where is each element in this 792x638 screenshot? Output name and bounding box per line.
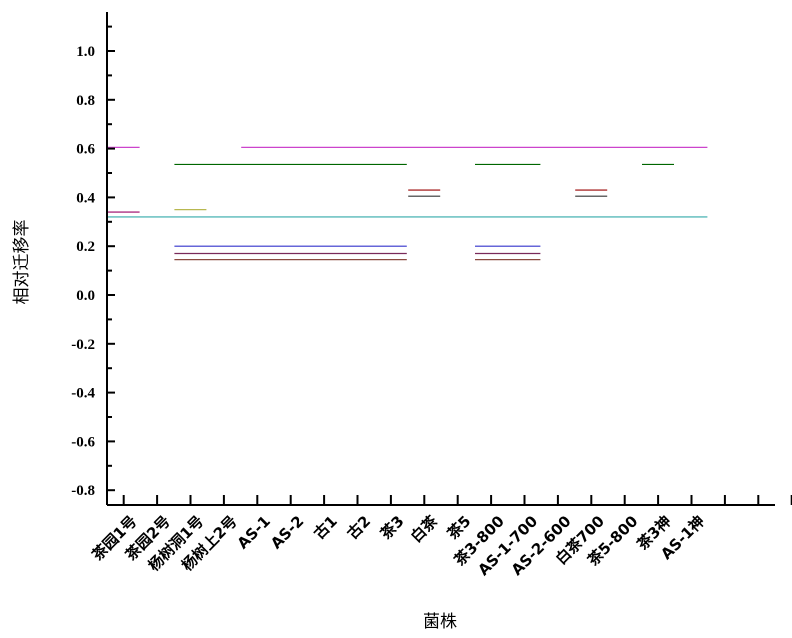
y-tick-label: 1.0 (76, 44, 95, 60)
y-tick-label: -0.8 (71, 483, 95, 499)
y-tick-label: -0.4 (71, 386, 95, 402)
y-tick-label: 0.2 (76, 239, 95, 255)
x-axis-title: 菌株 (423, 612, 457, 632)
category-label: 白茶 (407, 511, 442, 546)
x-ticks-group (122, 495, 792, 505)
y-tick-label: 0.8 (76, 93, 95, 109)
axes-group: -0.8 -0.6 -0.4 -0.2 0.0 0.2 0.4 0.6 0.8 1.0 茶园1号茶… (71, 12, 792, 579)
category-label: 古1 (310, 512, 341, 543)
category-label: AS-2 (267, 512, 307, 552)
category-label: 茶3 (377, 512, 408, 543)
category-label: 古2 (344, 512, 375, 543)
y-tick-label: 0.6 (76, 142, 95, 158)
y-tick-label: 0.4 (76, 190, 95, 206)
bands-group (107, 146, 708, 261)
y-tick-label: -0.6 (71, 434, 95, 450)
y-axis-title: 相对迁移率 (12, 220, 32, 305)
category-label: AS-1 (234, 512, 274, 552)
y-ticks-group: -0.8 -0.6 -0.4 -0.2 0.0 0.2 0.4 0.6 0.8 1.0 (71, 25, 115, 499)
y-tick-label: -0.2 (71, 337, 95, 353)
y-tick-label: 0.0 (76, 288, 95, 304)
